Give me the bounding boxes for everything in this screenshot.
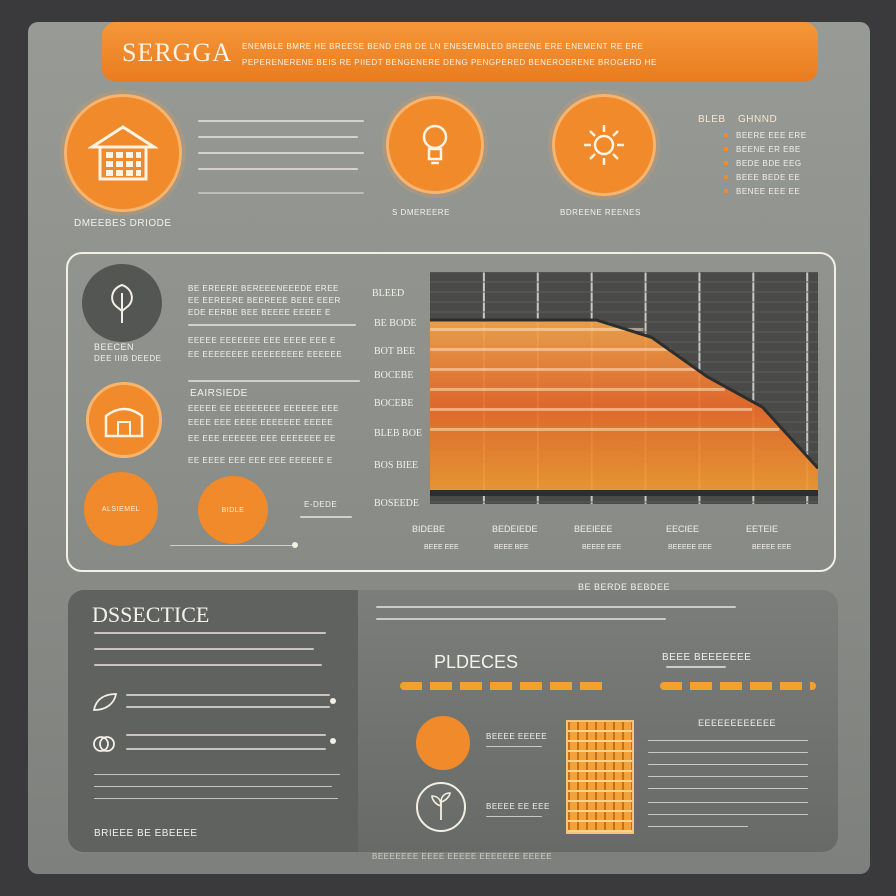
list-item: BEEE BEDE EE	[736, 172, 801, 182]
list-item: BEERE EEE ERE	[736, 130, 807, 140]
plbeces-title: PLDECES	[434, 652, 519, 672]
area-stripe	[430, 347, 671, 351]
x-sub-label: BEEEE EEE	[582, 544, 622, 551]
stat-circle-2: BIDLE	[198, 476, 268, 544]
sun-icon	[584, 125, 624, 165]
x-sub-label: BEEEEE EEE	[668, 544, 712, 551]
plant-circle	[416, 782, 466, 832]
circle-caption-1: BEEEE EEEEE	[486, 732, 548, 741]
list-item: BEENE ER EBE	[736, 144, 801, 154]
bottom-label: BRIEEE BE EBEEEE	[94, 828, 198, 839]
list-head-left: BLEB	[698, 114, 726, 125]
center-caption: BE BERDE BEBDEE	[578, 582, 671, 592]
x-sub-label: BEEE EEE	[424, 544, 459, 551]
banner-text-line-2: PEPERENERENE BEIS RE PIIEDT BENGENERE DE…	[242, 58, 657, 67]
area-stripe	[430, 367, 698, 371]
scale-label: E-DEDE	[304, 500, 338, 509]
stat-circle-2-label: BIDLE	[221, 506, 245, 514]
list-head-right: GHNND	[738, 114, 778, 125]
sun-circle	[552, 94, 656, 196]
house-icon	[88, 125, 158, 181]
right-sub: EEEEEEEEEEEE	[698, 718, 777, 728]
y-tick-label: BOCEBE	[374, 370, 414, 381]
lightbulb-icon	[422, 124, 448, 165]
circle-caption-2: BEEEE EE EEE	[486, 802, 550, 811]
y-tick-label: BOS BIEE	[374, 460, 419, 471]
y-tick-label: BLEED	[372, 288, 405, 299]
x-sub-label: BEEEE EEE	[752, 544, 792, 551]
scale-dot	[292, 542, 298, 548]
x-tick-label: BEEIEEE	[574, 524, 613, 534]
y-tick-label: BLEB BOE	[374, 428, 423, 439]
area-stripe	[430, 327, 644, 331]
data-panel	[66, 252, 836, 572]
area-stripe	[430, 387, 725, 391]
list-item: BEDE BDE EEG	[736, 158, 802, 168]
footer-text: BEEEEEEE EEEE EEEEE EEEEEEE EEEEE	[372, 852, 553, 861]
stat-circle-1-label: ALSIEMEL	[101, 505, 141, 513]
solar-grid-image	[566, 720, 634, 834]
progress-dots-left	[400, 682, 606, 690]
section-title: DSSECTICE	[92, 602, 210, 627]
title-banner: SERGGA ENEMBLE BMRE HE BREESE BEND ERB D…	[102, 22, 818, 82]
y-tick-label: BOSEEDE	[374, 498, 419, 509]
barn-icon	[104, 407, 144, 438]
plant-icon	[431, 792, 451, 820]
x-tick-label: EECIEE	[666, 524, 700, 534]
y-tick-label: BE BODE	[374, 318, 417, 329]
coin-icon	[93, 736, 115, 752]
orange-dot-circle	[416, 716, 470, 770]
bulb-circle	[386, 96, 484, 194]
area-series	[430, 319, 818, 490]
progress-dots-right	[660, 682, 816, 690]
area-stripe	[430, 407, 753, 411]
house-caption: DMEEBES DRIODE	[74, 218, 172, 229]
right-title: BEEE BEEEEEEE	[662, 652, 752, 663]
y-tick-label: BOCEBE	[374, 398, 414, 409]
banner-text-line-1: ENEMBLE BMRE HE BREESE BEND ERB DE LN EN…	[242, 42, 644, 51]
area-chart	[430, 272, 818, 504]
panel-subhead: EAIRSIEDE	[190, 388, 248, 399]
badge-label-2: DEE IIIB DEEDE	[94, 354, 162, 363]
sun-caption: BDREENE REENES	[560, 208, 641, 217]
x-tick-label: EETEIE	[746, 524, 779, 534]
banner-title: SERGGA	[122, 38, 233, 67]
badge-label-1: BEECEN	[94, 342, 135, 352]
tree-icon	[111, 283, 133, 323]
chart-baseline	[430, 490, 818, 496]
x-tick-label: BIDEBE	[412, 524, 446, 534]
stat-circle-1: ALSIEMEL	[84, 472, 158, 546]
bulb-caption: S DMEREERE	[392, 208, 450, 217]
area-stripe	[430, 427, 780, 431]
leaf-icon	[92, 693, 118, 711]
x-sub-label: BEEE BEE	[494, 544, 529, 551]
x-tick-label: BEDEIEDE	[492, 524, 538, 534]
house-circle	[64, 94, 182, 212]
barn-circle	[86, 382, 162, 458]
list-item: BENEE EEE EE	[736, 186, 801, 196]
series-line	[430, 318, 818, 470]
description-box	[68, 590, 358, 852]
y-tick-label: BOT BEE	[374, 346, 416, 357]
tree-badge	[82, 264, 162, 342]
